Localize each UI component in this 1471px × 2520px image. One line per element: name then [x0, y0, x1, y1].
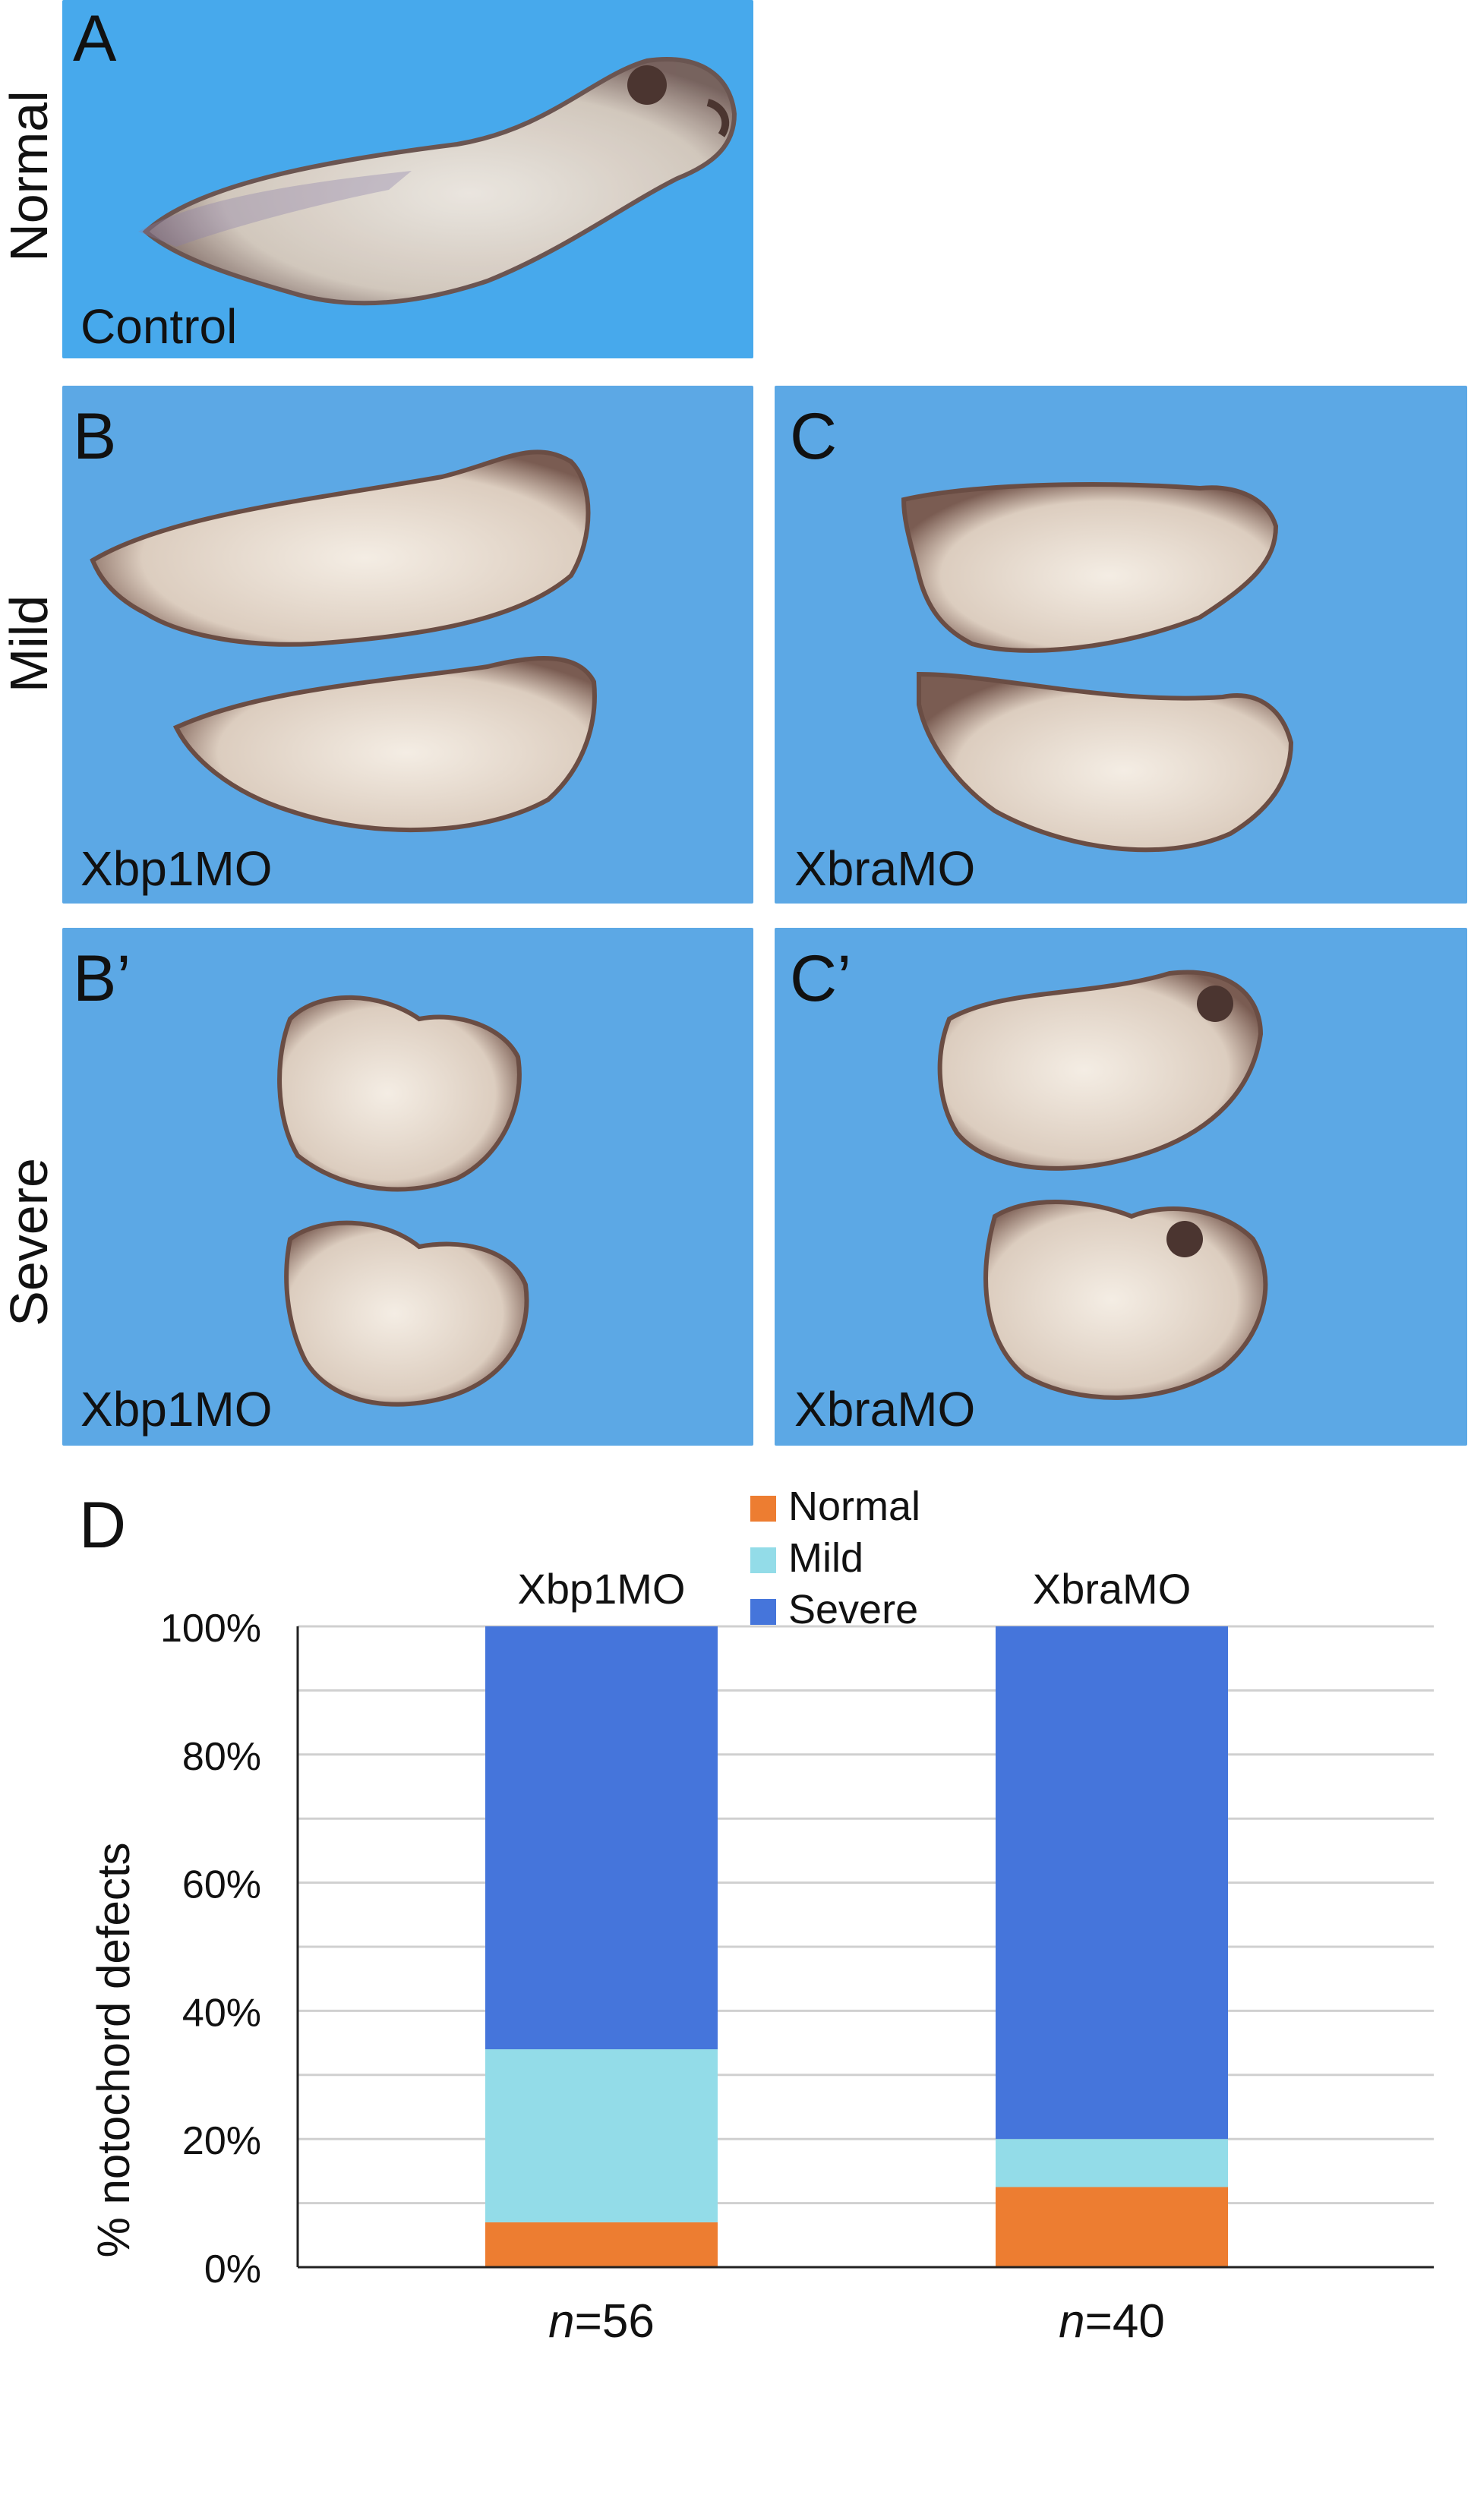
chart-axes: 0% 20% 40% 60% 80% 100%	[160, 1607, 1434, 2291]
sample-size-label: n=40	[1059, 2295, 1165, 2348]
bar-segment-normal-xbp1mo	[485, 2222, 718, 2267]
legend-label-mild: Mild	[788, 1535, 863, 1581]
bar-segment-normal-xbramo	[996, 2187, 1228, 2267]
panel-b-image	[62, 386, 753, 904]
row-label-normal: Normal	[0, 90, 58, 262]
panel-c-caption: XbraMO	[794, 841, 976, 896]
panel-c-prime-caption: XbraMO	[794, 1382, 976, 1437]
sample-size-label: n=56	[548, 2295, 655, 2348]
category-label-xbramo: XbraMO	[1033, 1565, 1192, 1613]
category-label-xbp1mo: Xbp1MO	[518, 1565, 686, 1613]
chart-gridlines	[298, 1625, 1434, 2205]
tadpoles-xbp1mo-severe-illustration	[277, 995, 529, 1407]
panel-b-caption: Xbp1MO	[80, 841, 273, 896]
y-tick-label: 20%	[182, 2119, 261, 2163]
panel-c-prime-letter: C’	[790, 942, 852, 1015]
chart-legend: Normal Mild Severe	[750, 1484, 920, 1632]
panel-c-image	[775, 386, 1467, 904]
panel-a-caption: Control	[80, 299, 238, 354]
panel-d-letter: D	[79, 1489, 127, 1562]
tadpole-control-illustration	[138, 57, 737, 306]
legend-swatch-normal	[750, 1496, 776, 1522]
tadpoles-xbp1mo-mild-illustration	[90, 449, 597, 833]
bar-segment-mild-xbramo	[996, 2139, 1228, 2187]
bar-segment-severe-xbramo	[996, 1626, 1228, 2140]
legend-swatch-mild	[750, 1547, 776, 1573]
panel-b-letter: B	[73, 400, 117, 473]
bar-segment-severe-xbp1mo	[485, 1626, 718, 2050]
panel-a-letter: A	[73, 2, 117, 75]
y-tick-label: 60%	[182, 1863, 261, 1907]
tadpoles-xbramo-severe-illustration	[937, 970, 1268, 1400]
panel-c-letter: C	[790, 400, 838, 473]
row-label-severe: Severe	[0, 1158, 58, 1326]
row-label-mild: Mild	[0, 595, 58, 693]
legend-swatch-severe	[750, 1599, 776, 1625]
panel-c-prime-image	[775, 928, 1467, 1446]
chart-bars: Xbp1MO n=56 XbraMO n=40	[485, 1565, 1228, 2348]
stacked-bar-chart: Normal Mild Severe Xbp1MO n=56 XbraMO n=40 0%…	[88, 1484, 1434, 2348]
y-tick-label: 40%	[182, 1991, 261, 2035]
panel-a-image	[62, 0, 753, 358]
y-tick-label: 100%	[160, 1607, 261, 1651]
legend-label-severe: Severe	[788, 1587, 918, 1632]
panel-b-prime-caption: Xbp1MO	[80, 1382, 273, 1437]
y-tick-label: 0%	[204, 2247, 261, 2291]
panel-b-prime-letter: B’	[73, 942, 131, 1015]
y-tick-label: 80%	[182, 1735, 261, 1779]
chart-y-axis-label: % notochord defects	[88, 1842, 139, 2257]
bar-segment-mild-xbp1mo	[485, 2049, 718, 2222]
legend-label-normal: Normal	[788, 1484, 920, 1529]
panel-b-prime-image	[62, 928, 753, 1446]
tadpoles-xbramo-mild-illustration	[901, 482, 1294, 853]
